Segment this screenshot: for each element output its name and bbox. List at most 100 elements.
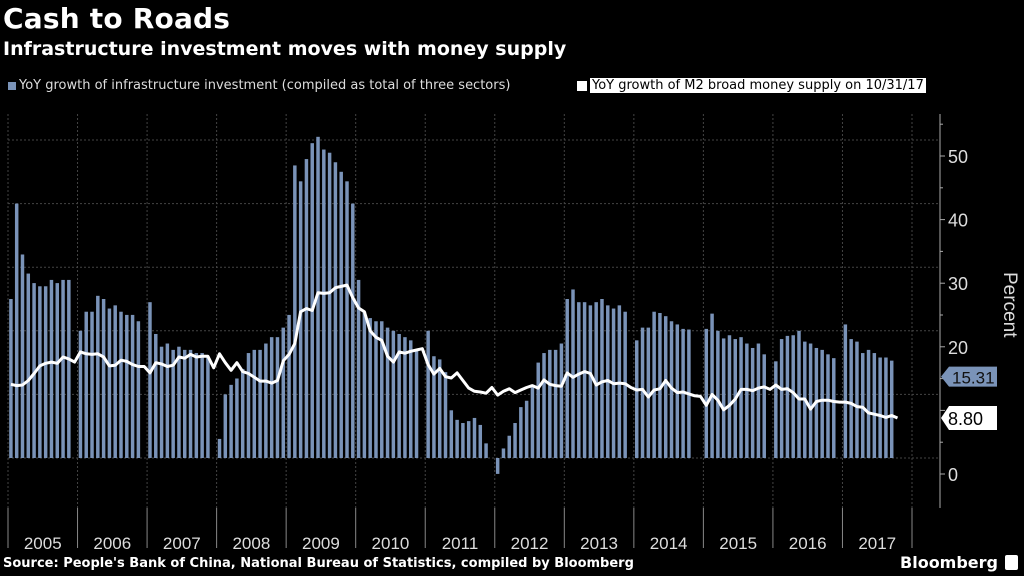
bar	[159, 346, 164, 458]
last-value-badge-line	[941, 406, 997, 431]
bar	[339, 171, 343, 459]
bar	[397, 333, 401, 458]
bar	[287, 314, 291, 458]
legend-item-m2: YoY growth of M2 broad money supply on 1…	[577, 78, 926, 93]
bar	[130, 314, 135, 458]
bar	[646, 327, 651, 458]
y-tick-label: 30	[948, 274, 968, 294]
bar	[495, 458, 500, 474]
bar	[177, 346, 181, 458]
bar	[269, 337, 274, 458]
legend-item-infrastructure: YoY growth of infrastructure investment …	[8, 78, 510, 93]
bar	[194, 353, 199, 458]
bar	[577, 302, 581, 458]
legend-label-m2: YoY growth of M2 broad money supply on 1…	[590, 78, 926, 93]
bar	[67, 279, 71, 458]
bar	[385, 327, 390, 458]
bar	[275, 337, 280, 458]
bar	[409, 340, 413, 458]
bar	[658, 312, 662, 458]
m2-line	[10, 283, 899, 420]
bar	[32, 283, 36, 458]
bar	[49, 279, 54, 458]
bar	[750, 347, 755, 458]
bar	[548, 349, 552, 458]
bar	[9, 299, 13, 458]
bar	[826, 354, 830, 458]
bar	[588, 305, 593, 458]
bar	[745, 343, 749, 458]
bar	[148, 302, 152, 458]
y-tick-label: 20	[948, 338, 968, 358]
bar	[183, 349, 187, 458]
bar	[449, 410, 454, 458]
bar	[808, 343, 813, 458]
bar	[855, 341, 859, 458]
bar	[125, 314, 129, 458]
bar	[582, 302, 587, 458]
bar	[119, 311, 123, 458]
bar	[866, 349, 871, 458]
x-tick-label: 2005	[24, 534, 62, 553]
bar	[414, 349, 419, 458]
bar	[849, 339, 853, 458]
legend-swatch-bars	[8, 81, 16, 90]
bar	[84, 311, 88, 458]
bar	[542, 353, 546, 458]
bar	[513, 423, 517, 458]
bar	[235, 378, 239, 458]
bar	[362, 311, 367, 458]
bar	[345, 181, 349, 458]
bar	[432, 356, 436, 458]
bar	[437, 359, 442, 458]
bar	[96, 295, 100, 458]
bar	[107, 308, 112, 458]
x-tick-label: 2011	[442, 534, 479, 553]
bar	[264, 343, 268, 458]
bar	[640, 327, 645, 458]
last-value-label-line: 8.80	[948, 409, 983, 429]
chart-subtitle: Infrastructure investment moves with mon…	[3, 38, 567, 60]
bar	[293, 165, 297, 458]
x-tick-label: 2006	[93, 534, 131, 553]
bar	[663, 316, 668, 458]
brand-logo: Bloomberg	[900, 553, 998, 572]
bar	[113, 305, 117, 458]
bar	[501, 448, 506, 458]
bar	[704, 328, 709, 458]
bar	[136, 321, 141, 458]
bar	[710, 313, 714, 458]
bar	[797, 330, 801, 458]
bar	[519, 407, 523, 458]
bar	[878, 357, 882, 458]
bar	[188, 349, 193, 458]
bar	[785, 335, 790, 458]
bar	[559, 343, 564, 458]
bar	[14, 203, 19, 458]
bar	[322, 149, 326, 459]
y-tick-label: 0	[948, 465, 958, 485]
bar	[368, 318, 372, 458]
bar	[327, 152, 332, 458]
bar	[310, 143, 314, 458]
bar	[281, 327, 285, 458]
bar	[223, 394, 228, 458]
legend-label-infrastructure: YoY growth of infrastructure investment …	[19, 78, 511, 93]
bar	[571, 289, 575, 458]
bar	[154, 333, 158, 458]
bloomberg-terminal-icon	[1005, 555, 1018, 570]
bar	[507, 435, 511, 458]
x-tick-label: 2009	[302, 534, 340, 553]
bar	[536, 362, 540, 458]
bar	[246, 353, 251, 458]
bar	[832, 358, 836, 458]
bar	[229, 384, 233, 458]
bar	[652, 311, 656, 458]
bar	[43, 286, 48, 458]
bar	[762, 354, 766, 458]
bar	[374, 321, 378, 458]
bar	[530, 384, 535, 458]
bar	[791, 335, 795, 458]
bar	[78, 330, 83, 458]
